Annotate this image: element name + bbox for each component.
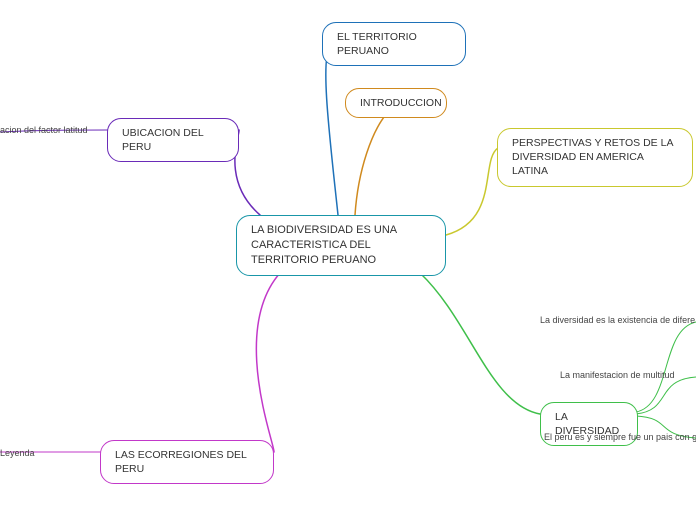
subtopic-diversidad-0[interactable]: La diversidad es la existencia de difere <box>540 315 695 325</box>
branch-introduccion[interactable]: INTRODUCCION <box>345 88 447 118</box>
branch-ecorregiones[interactable]: LAS ECORREGIONES DEL PERU <box>100 440 274 484</box>
branch-perspectivas[interactable]: PERSPECTIVAS Y RETOS DE LA DIVERSIDAD EN… <box>497 128 693 187</box>
subtopic-ubicacion-0[interactable]: acion del factor latitud <box>0 125 88 135</box>
subtopic-diversidad-1[interactable]: La manifestacion de multitud <box>560 370 675 380</box>
branch-territorio[interactable]: EL TERRITORIO PERUANO <box>322 22 466 66</box>
subtopic-diversidad-2[interactable]: El peru es y siempre fue un pais con g <box>544 432 696 442</box>
central-topic[interactable]: LA BIODIVERSIDAD ES UNA CARACTERISTICA D… <box>236 215 446 276</box>
branch-ubicacion[interactable]: UBICACION DEL PERU <box>107 118 239 162</box>
subtopic-ecorregiones-0[interactable]: Leyenda <box>0 448 35 458</box>
